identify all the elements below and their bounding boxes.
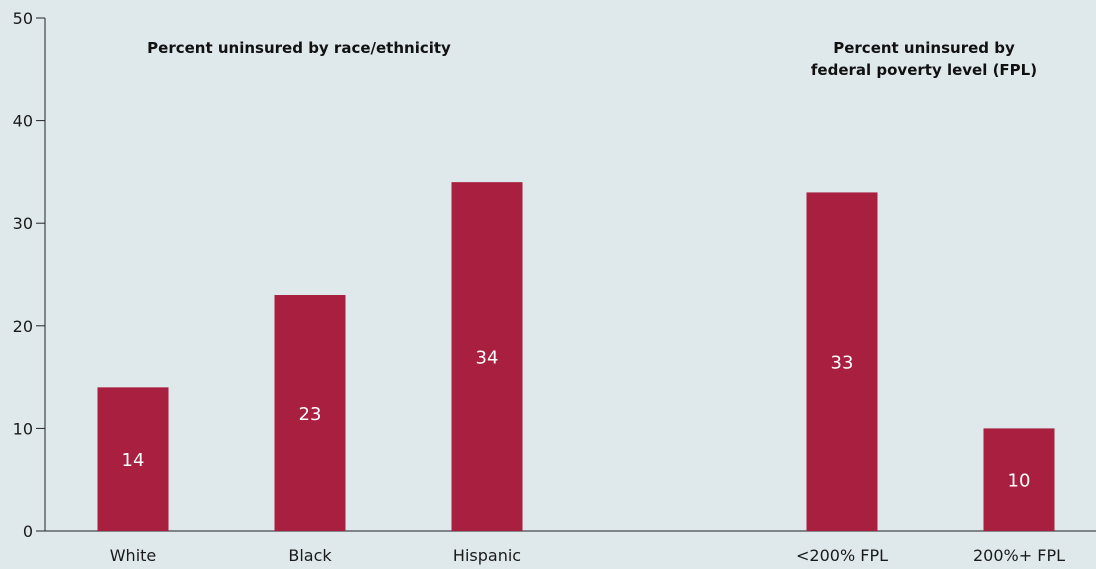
- category-label: Hispanic: [453, 546, 521, 565]
- value-label: 23: [299, 404, 322, 425]
- y-tick-label: 40: [13, 112, 33, 131]
- value-label: 33: [831, 353, 854, 374]
- bar: [806, 192, 878, 532]
- y-tick-label: 0: [23, 522, 33, 541]
- value-labels: 14 23 34 33 10: [122, 348, 1031, 492]
- category-label: Black: [288, 546, 332, 565]
- value-label: 34: [476, 348, 499, 369]
- x-axis-labels: White Black Hispanic <200% FPL 200%+ FPL: [110, 546, 1065, 565]
- group-titles: Percent uninsured by race/ethnicity Perce…: [147, 39, 1037, 79]
- bar: [451, 182, 523, 531]
- category-label: <200% FPL: [796, 546, 888, 565]
- bar: [97, 387, 169, 531]
- group-title: Percent uninsured by race/ethnicity: [147, 39, 451, 57]
- bars: [97, 182, 1055, 532]
- category-label: 200%+ FPL: [973, 546, 1065, 565]
- bar: [274, 295, 346, 531]
- y-tick-label: 50: [13, 9, 33, 28]
- y-axis: 0 10 20 30 40 50: [13, 9, 1096, 541]
- category-label: White: [110, 546, 157, 565]
- bar: [983, 428, 1055, 531]
- y-tick-label: 20: [13, 317, 33, 336]
- group-title: federal poverty level (FPL): [811, 61, 1037, 79]
- group-title: Percent uninsured by: [833, 39, 1015, 57]
- y-tick-label: 10: [13, 419, 33, 438]
- value-label: 10: [1008, 471, 1031, 492]
- y-tick-label: 30: [13, 214, 33, 233]
- value-label: 14: [122, 450, 145, 471]
